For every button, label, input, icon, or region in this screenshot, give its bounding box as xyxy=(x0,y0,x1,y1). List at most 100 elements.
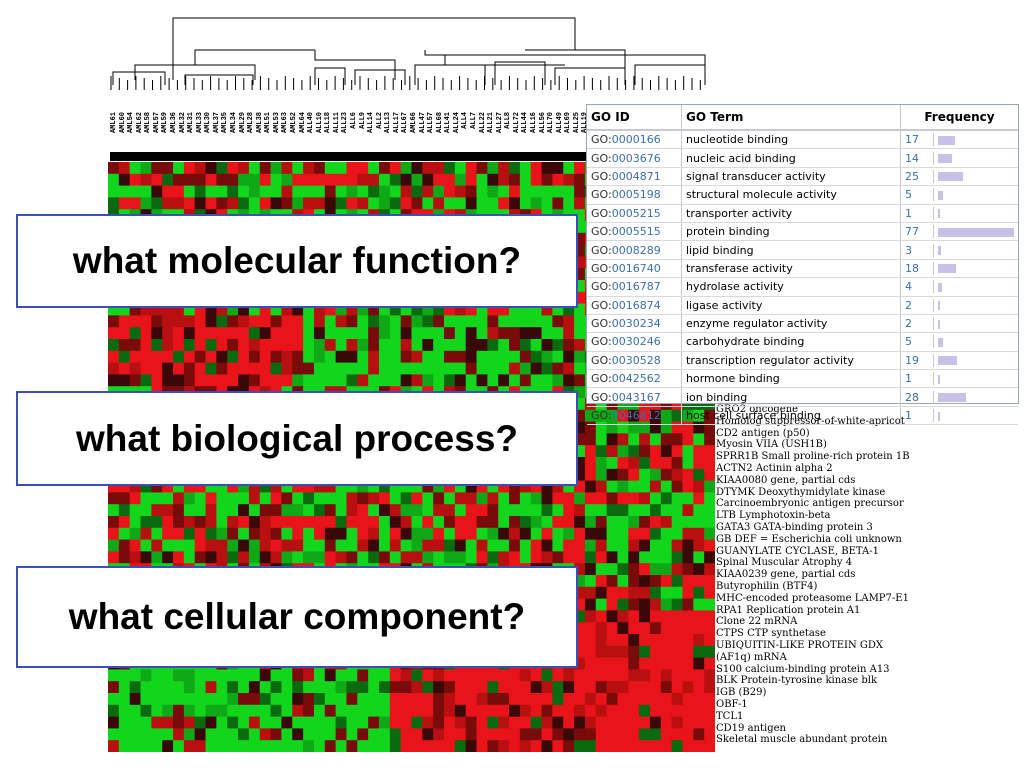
heatmap-cell xyxy=(541,504,554,517)
heatmap-cell xyxy=(552,185,564,198)
heatmap-cell xyxy=(509,504,521,517)
go-id-number[interactable]: 0046812 xyxy=(611,409,661,423)
go-id-number[interactable]: 0042562 xyxy=(611,372,661,386)
heatmap-cell xyxy=(248,362,261,375)
heatmap-cell xyxy=(595,527,608,541)
heatmap-cell xyxy=(205,504,217,517)
go-id-number[interactable]: 0030528 xyxy=(611,353,661,367)
heatmap-cell xyxy=(313,162,326,175)
heatmap-cell xyxy=(303,315,315,328)
heatmap-cell xyxy=(162,327,174,340)
go-id-number[interactable]: 0000166 xyxy=(611,133,661,147)
heatmap-cell xyxy=(151,480,163,493)
sample-label: ALL25 xyxy=(572,112,581,134)
go-table-row: GO:0016740 transferase activity 18 xyxy=(587,259,1018,279)
heatmap-cell xyxy=(487,728,499,741)
heatmap-cell xyxy=(682,657,694,670)
heatmap-cell xyxy=(227,339,239,352)
go-term-cell: transcription regulator activity xyxy=(681,351,901,371)
heatmap-cell xyxy=(303,197,315,210)
heatmap-cell xyxy=(563,504,575,517)
heatmap-cell xyxy=(465,681,478,694)
go-id-number[interactable]: 0043167 xyxy=(611,390,661,404)
heatmap-cell xyxy=(541,197,554,210)
go-id-number[interactable]: 0008289 xyxy=(611,243,661,257)
heatmap-cell xyxy=(617,433,629,446)
heatmap-cell xyxy=(509,480,521,493)
heatmap-cell xyxy=(183,740,196,752)
heatmap-cell xyxy=(704,669,715,682)
heatmap-cell xyxy=(162,350,174,364)
heatmap-cell xyxy=(248,681,261,694)
heatmap-cell xyxy=(238,162,250,175)
heatmap-cell xyxy=(671,527,684,541)
heatmap-cell xyxy=(704,657,715,670)
heatmap-cell xyxy=(487,704,499,718)
go-id-number[interactable]: 0005198 xyxy=(611,188,661,202)
heatmap-cell xyxy=(335,197,348,210)
sample-label: AML58 xyxy=(144,112,153,134)
frequency-bar xyxy=(938,411,940,421)
heatmap-cell xyxy=(173,728,185,741)
heatmap-cell xyxy=(454,162,467,175)
heatmap-cell xyxy=(541,315,554,328)
heatmap-cell xyxy=(628,433,640,446)
heatmap-cell xyxy=(563,728,575,741)
heatmap-cell xyxy=(357,704,369,718)
heatmap-cell xyxy=(649,622,662,635)
heatmap-cell xyxy=(411,197,423,210)
heatmap-cell xyxy=(704,457,715,470)
heatmap-cell xyxy=(574,197,586,210)
heatmap-cell xyxy=(530,492,543,505)
heatmap-cell xyxy=(530,327,543,340)
heatmap-cell xyxy=(574,374,586,387)
heatmap-cell xyxy=(292,185,304,198)
heatmap-cell xyxy=(368,551,380,564)
go-id-number[interactable]: 0005515 xyxy=(611,225,661,239)
go-id-number[interactable]: 0030246 xyxy=(611,335,661,349)
heatmap-cell xyxy=(639,704,651,718)
heatmap-cell xyxy=(205,362,217,375)
go-id-number[interactable]: 0030234 xyxy=(611,317,661,331)
heatmap-cell xyxy=(660,716,673,729)
heatmap-cell xyxy=(183,162,196,175)
heatmap-cell xyxy=(660,421,673,434)
heatmap-cell xyxy=(530,539,543,552)
heatmap-cell xyxy=(574,173,586,187)
go-id-number[interactable]: 0004871 xyxy=(611,169,661,183)
go-table-row: GO:0016874 ligase activity 2 xyxy=(587,296,1018,315)
heatmap-cell xyxy=(584,610,597,623)
heatmap-cell xyxy=(389,551,402,564)
go-id-prefix: GO: xyxy=(591,225,612,239)
heatmap-cell xyxy=(411,704,423,718)
heatmap-cell xyxy=(498,303,510,316)
go-id-number[interactable]: 0016787 xyxy=(611,280,661,294)
go-id-number[interactable]: 0016740 xyxy=(611,261,661,275)
heatmap-cell xyxy=(639,527,651,541)
heatmap-cell xyxy=(108,327,120,340)
heatmap-cell xyxy=(281,504,293,517)
heatmap-cell xyxy=(270,527,283,541)
heatmap-cell xyxy=(595,445,608,458)
heatmap-cell xyxy=(368,362,380,375)
frequency-value: 1 xyxy=(905,409,934,423)
heatmap-cell xyxy=(693,740,705,752)
heatmap-cell xyxy=(563,681,575,694)
go-id-number[interactable]: 0005215 xyxy=(611,206,661,220)
heatmap-cell xyxy=(671,480,684,493)
heatmap-cell xyxy=(411,516,423,529)
heatmap-cell xyxy=(270,162,283,175)
heatmap-cell xyxy=(216,516,228,529)
heatmap-cell xyxy=(660,539,673,552)
heatmap-cell xyxy=(563,315,575,328)
heatmap-cell xyxy=(118,527,131,541)
frequency-value: 18 xyxy=(905,261,934,275)
sample-label: ALL57 xyxy=(427,112,436,134)
heatmap-cell xyxy=(368,516,380,529)
heatmap-cell xyxy=(227,740,239,752)
heatmap-cell xyxy=(194,480,207,493)
go-id-number[interactable]: 0016874 xyxy=(611,298,661,312)
heatmap-cell xyxy=(617,445,629,458)
go-id-number[interactable]: 0003676 xyxy=(611,151,661,165)
heatmap-cell xyxy=(541,162,554,175)
